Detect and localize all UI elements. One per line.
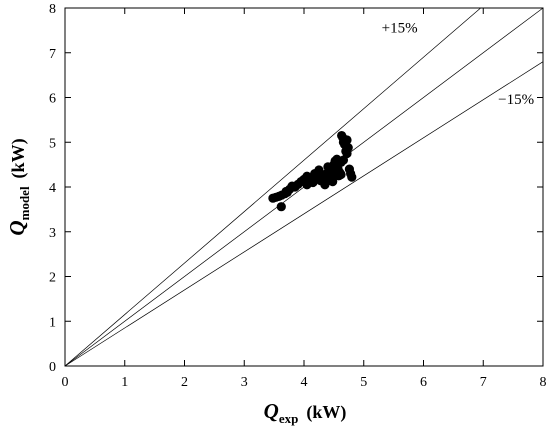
y-axis-symbol: Q bbox=[5, 220, 29, 235]
reference-line-labels: +15% −15% bbox=[382, 21, 534, 109]
y-axis-title: Qmodel (kW) bbox=[5, 138, 32, 235]
x-axis-ticks: 0 1 2 3 4 5 6 7 8 bbox=[62, 8, 547, 390]
data-point bbox=[281, 186, 291, 197]
x-axis-symbol: Q bbox=[264, 399, 279, 423]
y-tick-label: 1 bbox=[49, 315, 56, 330]
x-tick-label: 7 bbox=[480, 375, 487, 390]
data-point bbox=[302, 180, 312, 190]
reference-line-label: +15% bbox=[382, 21, 418, 37]
data-point bbox=[347, 172, 357, 182]
x-tick-label: 0 bbox=[62, 375, 69, 390]
x-tick-label: 4 bbox=[301, 375, 308, 390]
y-axis-unit: (kW) bbox=[8, 138, 29, 178]
x-tick-label: 6 bbox=[420, 375, 427, 390]
reference-line bbox=[64, 7, 481, 367]
y-tick-label: 0 bbox=[49, 360, 56, 375]
x-tick-label: 8 bbox=[540, 375, 547, 390]
y-tick-label: 6 bbox=[49, 92, 56, 107]
y-axis-ticks: 0 1 2 3 4 5 6 7 8 bbox=[49, 2, 543, 375]
y-tick-label: 3 bbox=[49, 226, 56, 241]
y-tick-label: 5 bbox=[49, 136, 56, 151]
y-tick-label: 8 bbox=[49, 2, 56, 17]
x-tick-label: 3 bbox=[241, 375, 248, 390]
data-point bbox=[314, 165, 324, 175]
y-tick-label: 7 bbox=[49, 47, 56, 62]
x-axis-subscript: exp bbox=[279, 411, 299, 426]
x-tick-label: 1 bbox=[121, 375, 128, 390]
x-tick-label: 2 bbox=[181, 375, 188, 390]
data-point bbox=[323, 162, 333, 172]
y-tick-label: 2 bbox=[49, 271, 56, 286]
data-points bbox=[268, 130, 357, 212]
data-point bbox=[342, 135, 352, 145]
x-axis-title: Qexp (kW) bbox=[264, 399, 347, 426]
data-point bbox=[336, 169, 346, 180]
x-axis-unit: (kW) bbox=[306, 402, 346, 423]
reference-line bbox=[64, 61, 544, 367]
data-point bbox=[276, 202, 286, 212]
y-tick-label: 4 bbox=[49, 181, 56, 196]
reference-line-label: −15% bbox=[498, 92, 534, 108]
data-point bbox=[338, 155, 349, 165]
x-tick-label: 5 bbox=[360, 375, 367, 390]
y-axis-subscript: model bbox=[17, 186, 32, 220]
data-point bbox=[328, 177, 338, 187]
